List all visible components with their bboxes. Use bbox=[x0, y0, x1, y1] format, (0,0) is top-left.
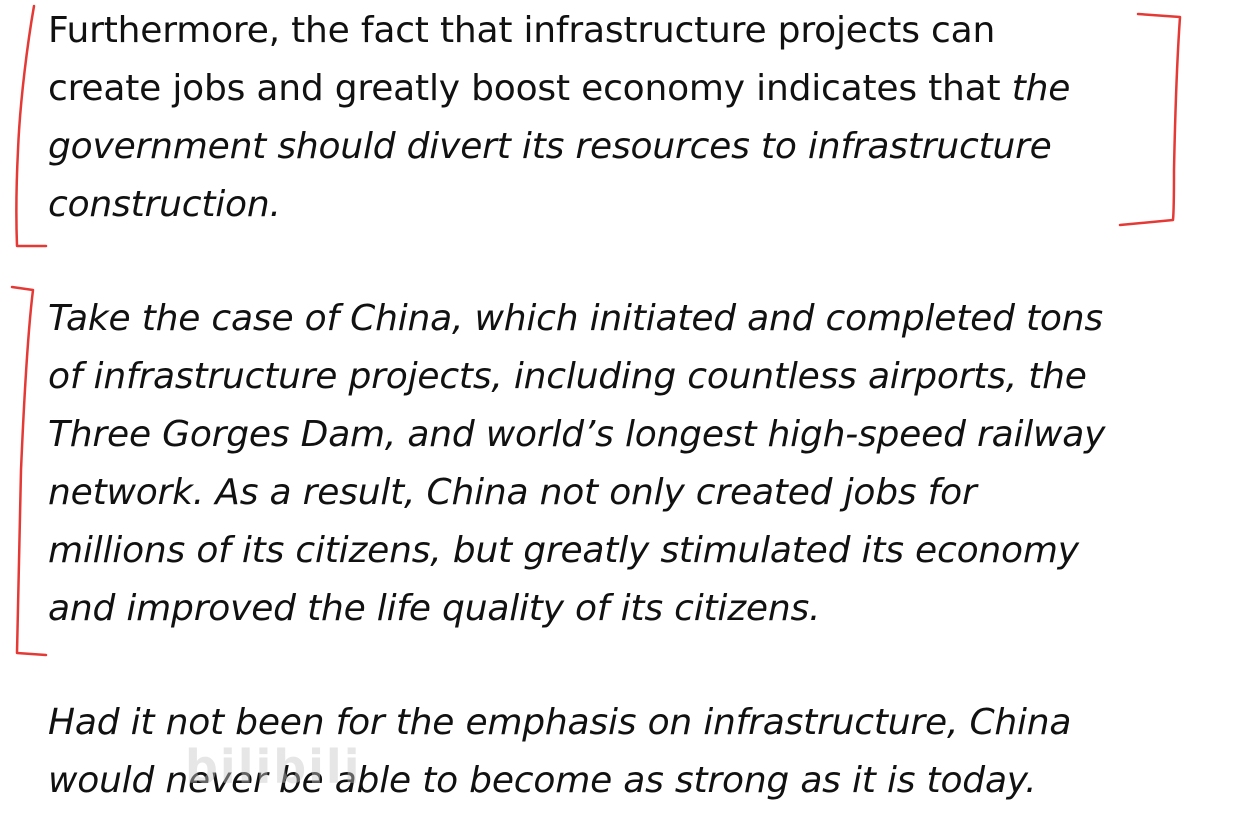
text-line: construction. bbox=[48, 184, 281, 225]
text-line: Had it not been for the emphasis on infr… bbox=[48, 702, 1072, 743]
text-line: millions of its citizens, but greatly st… bbox=[48, 530, 1079, 571]
text-line: Three Gorges Dam, and world’s longest hi… bbox=[48, 414, 1106, 455]
text-line: network. As a result, China not only cre… bbox=[48, 472, 977, 513]
left-bracket-annotation-2 bbox=[10, 285, 48, 657]
paragraph-conclusion: Had it not been for the emphasis on infr… bbox=[48, 694, 1071, 810]
right-bracket-annotation-1 bbox=[1118, 12, 1182, 227]
text-line: Take the case of China, which initiated … bbox=[48, 298, 1103, 339]
text-line: create jobs and greatly boost economy in… bbox=[48, 60, 1070, 118]
paragraph-claim: Furthermore, the fact that infrastructur… bbox=[48, 2, 1070, 234]
text-span: create jobs and greatly boost economy in… bbox=[48, 68, 1012, 109]
text-line: would never be able to become as strong … bbox=[48, 760, 1037, 801]
text-line: and improved the life quality of its cit… bbox=[48, 588, 821, 629]
text-line: of infrastructure projects, including co… bbox=[48, 356, 1087, 397]
watermark-logo: bilibili bbox=[185, 740, 362, 794]
text-span-italic: the bbox=[1011, 68, 1071, 109]
paragraph-example: Take the case of China, which initiated … bbox=[48, 290, 1105, 638]
left-bracket-annotation-1 bbox=[15, 4, 48, 248]
text-line: government should divert its resources t… bbox=[48, 126, 1052, 167]
text-line: Furthermore, the fact that infrastructur… bbox=[48, 10, 996, 51]
